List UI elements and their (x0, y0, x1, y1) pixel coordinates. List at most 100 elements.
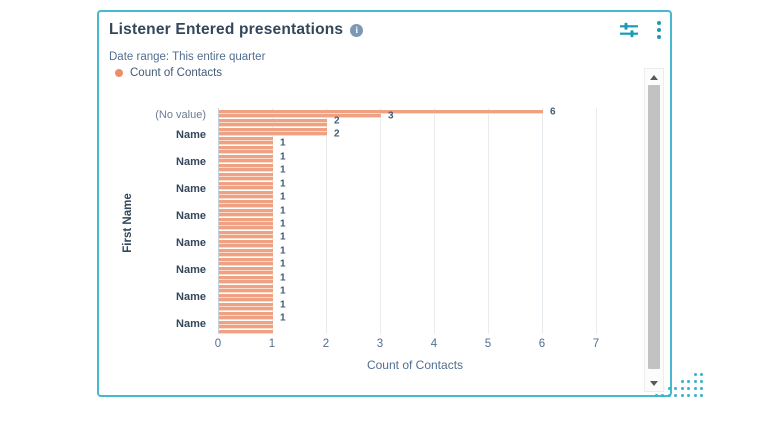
bar-count-of-contacts[interactable] (219, 141, 273, 146)
bar-count-of-contacts[interactable] (219, 190, 273, 195)
date-range-label: Date range: This entire quarter (109, 51, 266, 63)
bar-count-of-contacts[interactable] (219, 159, 273, 164)
bar-count-of-contacts[interactable] (219, 132, 327, 137)
bar-count-of-contacts[interactable] (219, 235, 273, 240)
y-axis-tick-label: Name (176, 129, 206, 141)
legend-swatch (115, 69, 123, 77)
bar-count-of-contacts[interactable] (219, 226, 273, 231)
bar-count-of-contacts[interactable] (219, 248, 273, 253)
decorative-dot (700, 387, 703, 390)
bar-value-label: 2 (334, 115, 340, 127)
bar-count-of-contacts[interactable] (219, 114, 381, 119)
bar-value-label: 1 (280, 178, 286, 190)
scroll-up-button[interactable] (645, 70, 663, 84)
decorative-dot (674, 394, 677, 397)
bar-count-of-contacts[interactable] (219, 127, 327, 132)
decorative-dot (700, 394, 703, 397)
bar-count-of-contacts[interactable] (219, 118, 327, 123)
bar-value-label: 1 (280, 137, 286, 149)
bar-count-of-contacts[interactable] (219, 230, 273, 235)
decorative-dot (693, 387, 697, 390)
bar-count-of-contacts[interactable] (219, 208, 273, 213)
bar-count-of-contacts[interactable] (219, 275, 273, 280)
bar-count-of-contacts[interactable] (219, 257, 273, 262)
legend: Count of Contacts (115, 67, 222, 79)
bar-value-label: 1 (280, 164, 286, 176)
bar-value-label: 1 (280, 272, 286, 284)
scroll-down-button[interactable] (645, 376, 663, 390)
bar-count-of-contacts[interactable] (219, 244, 273, 249)
bar-count-of-contacts[interactable] (219, 266, 273, 271)
bar-count-of-contacts[interactable] (219, 320, 273, 325)
bar-count-of-contacts[interactable] (219, 253, 273, 258)
x-axis-tick-label: 0 (214, 338, 222, 350)
bar-count-of-contacts[interactable] (219, 329, 273, 334)
bar-count-of-contacts[interactable] (219, 307, 273, 312)
bar-count-of-contacts[interactable] (219, 186, 273, 191)
gridline (434, 108, 435, 334)
chart-scrollbar[interactable] (644, 68, 664, 392)
more-actions-button[interactable] (655, 18, 663, 42)
x-axis-tick-label: 3 (376, 338, 384, 350)
gridline (596, 108, 597, 334)
bar-count-of-contacts[interactable] (219, 222, 273, 226)
bar-count-of-contacts[interactable] (219, 136, 273, 141)
bar-count-of-contacts[interactable] (219, 217, 273, 222)
bar-count-of-contacts[interactable] (219, 284, 273, 289)
y-axis-tick-label: Name (176, 156, 206, 168)
bar-count-of-contacts[interactable] (219, 163, 273, 168)
decorative-dot (693, 373, 697, 376)
decorative-dot (687, 380, 690, 383)
info-icon[interactable]: i (350, 23, 364, 37)
bar-count-of-contacts[interactable] (219, 181, 273, 186)
bar-count-of-contacts[interactable] (219, 177, 273, 182)
bar-count-of-contacts[interactable] (219, 280, 273, 285)
bar-count-of-contacts[interactable] (219, 172, 273, 177)
bar-count-of-contacts[interactable] (219, 302, 273, 307)
legend-label[interactable]: Count of Contacts (130, 67, 223, 79)
bar-count-of-contacts[interactable] (219, 239, 273, 244)
x-axis-title: Count of Contacts (366, 358, 464, 372)
bar-value-label: 1 (280, 205, 286, 217)
bar-count-of-contacts[interactable] (219, 150, 273, 155)
decorative-dot (667, 394, 671, 397)
bar-count-of-contacts[interactable] (219, 213, 273, 218)
bar-count-of-contacts[interactable] (219, 123, 327, 128)
bar-count-of-contacts[interactable] (219, 154, 273, 159)
bar-count-of-contacts[interactable] (219, 199, 273, 204)
bar-count-of-contacts[interactable] (219, 204, 273, 209)
bar-value-label: 3 (388, 110, 394, 122)
sliders-icon (620, 22, 638, 38)
gridline (488, 108, 489, 334)
bar-count-of-contacts[interactable] (219, 262, 273, 267)
y-axis-tick-label: (No value) (155, 109, 206, 121)
bar-count-of-contacts[interactable] (219, 293, 273, 298)
bar-count-of-contacts[interactable] (219, 195, 273, 200)
bar-value-label: 2 (334, 128, 340, 140)
chart-settings-button[interactable] (618, 20, 642, 40)
bar-value-label: 1 (280, 299, 286, 311)
y-axis-tick-label: Name (176, 210, 206, 222)
bar-count-of-contacts[interactable] (219, 316, 273, 321)
y-axis-tick-label: Name (176, 318, 206, 330)
decorative-dot (674, 387, 677, 390)
bar-count-of-contacts[interactable] (219, 168, 273, 173)
bar-count-of-contacts[interactable] (219, 311, 273, 316)
bar-count-of-contacts[interactable] (219, 110, 543, 114)
bar-value-label: 1 (280, 231, 286, 243)
decorative-dot (654, 394, 658, 397)
bar-count-of-contacts[interactable] (219, 289, 273, 294)
bar-value-label: 1 (280, 151, 286, 163)
bar-count-of-contacts[interactable] (219, 298, 273, 303)
bar-count-of-contacts[interactable] (219, 325, 273, 330)
header-actions (618, 18, 663, 42)
y-axis: (No value) Name Name Name Name Name Name Name Na… (99, 108, 206, 334)
bar-count-of-contacts[interactable] (219, 271, 273, 276)
y-axis-tick-label: Name (176, 264, 206, 276)
card-header: Listener Entered presentations i (109, 18, 663, 42)
bar-count-of-contacts[interactable] (219, 145, 273, 150)
kebab-icon (657, 34, 661, 39)
scrollbar-thumb[interactable] (648, 85, 660, 369)
decorative-dot (700, 380, 703, 383)
